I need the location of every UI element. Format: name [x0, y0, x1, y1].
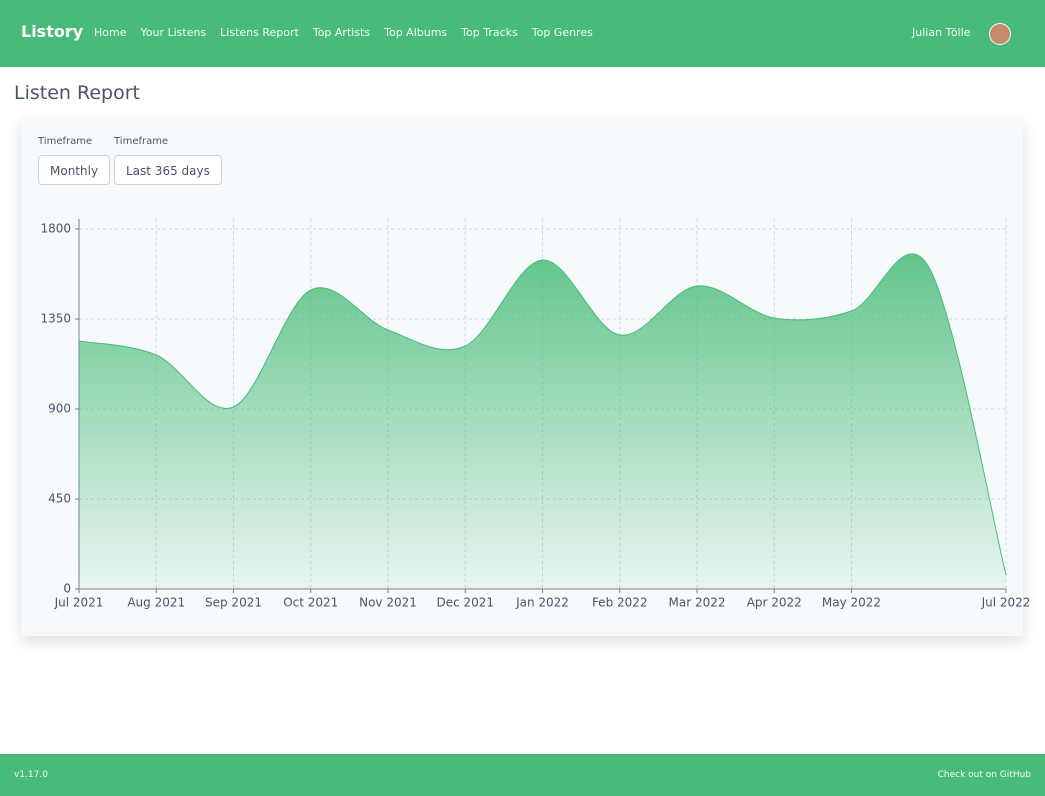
github-link[interactable]: Check out on GitHub	[937, 770, 1031, 780]
x-tick-label: Mar 2022	[669, 596, 726, 610]
x-tick-label: Feb 2022	[592, 596, 648, 610]
navbar: Listory Home Your Listens Listens Report To…	[0, 0, 1045, 67]
control-label: Timeframe	[38, 136, 93, 147]
nav-link[interactable]: Home	[94, 26, 127, 39]
select-button[interactable]: Monthly	[38, 155, 111, 185]
page-title: Listen Report	[14, 82, 140, 104]
x-tick-label: Dec 2021	[436, 596, 494, 610]
select-button[interactable]: Last 365 days	[114, 155, 222, 185]
chart: 0 450 900 1350 1800 Jul 2021 Aug 2021 Sep 2021 O…	[40, 219, 1031, 610]
x-tick-label: Nov 2021	[359, 596, 417, 610]
avatar[interactable]	[989, 23, 1011, 45]
y-tick-label: 1350	[40, 312, 71, 326]
control-label: Timeframe	[114, 136, 169, 147]
nav-link[interactable]: Listens Report	[220, 26, 299, 39]
x-tick-label: Sep 2021	[205, 596, 262, 610]
x-tick-label: Apr 2022	[747, 596, 802, 610]
x-tick-label: Aug 2021	[127, 596, 185, 610]
nav-link[interactable]: Top Genres	[531, 26, 593, 39]
footer: v1.17.0 Check out on GitHub	[0, 754, 1045, 796]
line	[78, 253, 1007, 576]
version: v1.17.0	[14, 770, 48, 780]
x-tick-label: Oct 2021	[283, 596, 338, 610]
nav-link[interactable]: Top Tracks	[461, 26, 518, 39]
nav-link[interactable]: Your Listens	[140, 26, 207, 39]
nav-link[interactable]: Top Artists	[312, 26, 371, 39]
x-tick-label: Jul 2021	[54, 596, 104, 610]
nav-link[interactable]: Top Albums	[384, 26, 448, 39]
y-tick-label: 450	[48, 492, 71, 506]
y-tick-label: 1800	[40, 222, 71, 236]
y-tick-label: 0	[63, 582, 71, 596]
nav-links: Home Your Listens Listens Report Top Artist…	[94, 26, 593, 39]
x-tick-label: Jan 2022	[515, 596, 569, 610]
area	[79, 253, 1006, 589]
x-tick-label: May 2022	[822, 596, 881, 610]
brand[interactable]: Listory	[21, 22, 84, 41]
y-tick-label: 900	[48, 402, 71, 416]
x-tick-label: Jul 2022	[981, 596, 1031, 610]
user-name[interactable]: Julian Tölle	[912, 26, 971, 39]
